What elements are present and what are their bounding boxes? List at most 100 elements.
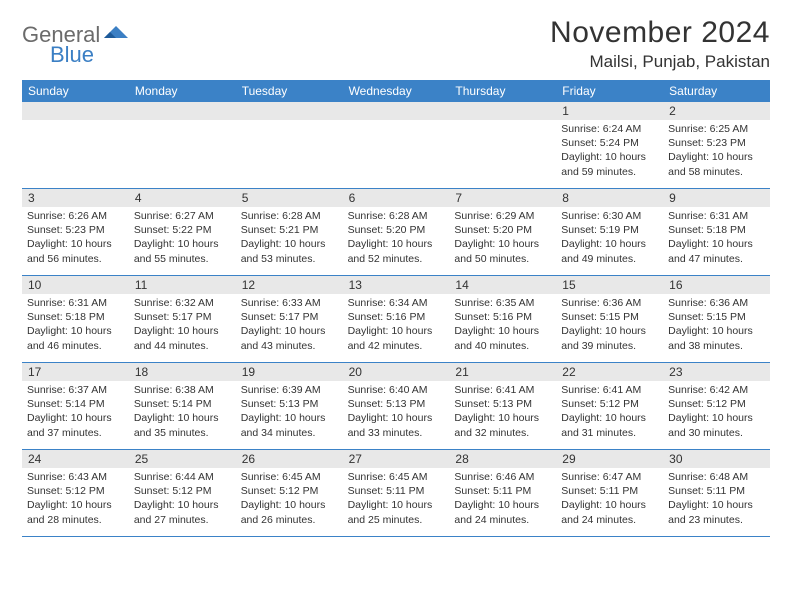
sunrise: Sunrise: 6:48 AM — [668, 470, 765, 484]
sunrise: Sunrise: 6:40 AM — [348, 383, 445, 397]
title-block: November 2024 Mailsi, Punjab, Pakistan — [550, 16, 770, 72]
day-number: 19 — [236, 363, 343, 381]
day-details: Sunrise: 6:42 AMSunset: 5:12 PMDaylight:… — [663, 381, 770, 444]
sunrise: Sunrise: 6:39 AM — [241, 383, 338, 397]
day-cell: 18Sunrise: 6:38 AMSunset: 5:14 PMDayligh… — [129, 363, 236, 449]
weekday-label: Saturday — [663, 80, 770, 102]
daylight: Daylight: 10 hours and 59 minutes. — [561, 150, 658, 178]
sunset: Sunset: 5:20 PM — [454, 223, 551, 237]
sunset: Sunset: 5:12 PM — [668, 397, 765, 411]
day-cell: 19Sunrise: 6:39 AMSunset: 5:13 PMDayligh… — [236, 363, 343, 449]
day-number: 5 — [236, 189, 343, 207]
day-cell: 6Sunrise: 6:28 AMSunset: 5:20 PMDaylight… — [343, 189, 450, 275]
day-cell: 25Sunrise: 6:44 AMSunset: 5:12 PMDayligh… — [129, 450, 236, 536]
day-number: 1 — [556, 102, 663, 120]
daylight: Daylight: 10 hours and 38 minutes. — [668, 324, 765, 352]
day-cell: 3Sunrise: 6:26 AMSunset: 5:23 PMDaylight… — [22, 189, 129, 275]
weekday-label: Sunday — [22, 80, 129, 102]
day-cell — [129, 102, 236, 188]
day-cell: 2Sunrise: 6:25 AMSunset: 5:23 PMDaylight… — [663, 102, 770, 188]
sunset: Sunset: 5:17 PM — [134, 310, 231, 324]
day-number: 12 — [236, 276, 343, 294]
daylight: Daylight: 10 hours and 30 minutes. — [668, 411, 765, 439]
day-details: Sunrise: 6:41 AMSunset: 5:12 PMDaylight:… — [556, 381, 663, 444]
day-cell: 17Sunrise: 6:37 AMSunset: 5:14 PMDayligh… — [22, 363, 129, 449]
day-details: Sunrise: 6:27 AMSunset: 5:22 PMDaylight:… — [129, 207, 236, 270]
daylight: Daylight: 10 hours and 27 minutes. — [134, 498, 231, 526]
sunrise: Sunrise: 6:46 AM — [454, 470, 551, 484]
day-cell: 12Sunrise: 6:33 AMSunset: 5:17 PMDayligh… — [236, 276, 343, 362]
sunrise: Sunrise: 6:35 AM — [454, 296, 551, 310]
day-cell — [236, 102, 343, 188]
day-details: Sunrise: 6:32 AMSunset: 5:17 PMDaylight:… — [129, 294, 236, 357]
empty-day-header — [22, 102, 129, 120]
day-number: 23 — [663, 363, 770, 381]
day-details: Sunrise: 6:26 AMSunset: 5:23 PMDaylight:… — [22, 207, 129, 270]
weekday-label: Friday — [556, 80, 663, 102]
day-cell: 24Sunrise: 6:43 AMSunset: 5:12 PMDayligh… — [22, 450, 129, 536]
daylight: Daylight: 10 hours and 23 minutes. — [668, 498, 765, 526]
weeks: 1Sunrise: 6:24 AMSunset: 5:24 PMDaylight… — [22, 102, 770, 537]
sunrise: Sunrise: 6:36 AM — [561, 296, 658, 310]
calendar: SundayMondayTuesdayWednesdayThursdayFrid… — [22, 80, 770, 537]
day-number: 24 — [22, 450, 129, 468]
daylight: Daylight: 10 hours and 39 minutes. — [561, 324, 658, 352]
daylight: Daylight: 10 hours and 44 minutes. — [134, 324, 231, 352]
day-number: 30 — [663, 450, 770, 468]
sunrise: Sunrise: 6:36 AM — [668, 296, 765, 310]
month-title: November 2024 — [550, 16, 770, 50]
day-details: Sunrise: 6:36 AMSunset: 5:15 PMDaylight:… — [663, 294, 770, 357]
day-number: 22 — [556, 363, 663, 381]
sunset: Sunset: 5:16 PM — [454, 310, 551, 324]
day-cell: 7Sunrise: 6:29 AMSunset: 5:20 PMDaylight… — [449, 189, 556, 275]
day-cell: 16Sunrise: 6:36 AMSunset: 5:15 PMDayligh… — [663, 276, 770, 362]
daylight: Daylight: 10 hours and 26 minutes. — [241, 498, 338, 526]
sunrise: Sunrise: 6:37 AM — [27, 383, 124, 397]
sunset: Sunset: 5:13 PM — [241, 397, 338, 411]
sunset: Sunset: 5:12 PM — [241, 484, 338, 498]
sunset: Sunset: 5:23 PM — [668, 136, 765, 150]
sunset: Sunset: 5:15 PM — [561, 310, 658, 324]
day-number: 14 — [449, 276, 556, 294]
sunset: Sunset: 5:16 PM — [348, 310, 445, 324]
day-details: Sunrise: 6:39 AMSunset: 5:13 PMDaylight:… — [236, 381, 343, 444]
sunrise: Sunrise: 6:42 AM — [668, 383, 765, 397]
sunrise: Sunrise: 6:45 AM — [348, 470, 445, 484]
sunset: Sunset: 5:14 PM — [134, 397, 231, 411]
weekday-label: Monday — [129, 80, 236, 102]
daylight: Daylight: 10 hours and 31 minutes. — [561, 411, 658, 439]
location: Mailsi, Punjab, Pakistan — [550, 52, 770, 72]
day-number: 27 — [343, 450, 450, 468]
day-cell: 22Sunrise: 6:41 AMSunset: 5:12 PMDayligh… — [556, 363, 663, 449]
day-details: Sunrise: 6:24 AMSunset: 5:24 PMDaylight:… — [556, 120, 663, 183]
day-details: Sunrise: 6:28 AMSunset: 5:20 PMDaylight:… — [343, 207, 450, 270]
day-cell: 1Sunrise: 6:24 AMSunset: 5:24 PMDaylight… — [556, 102, 663, 188]
empty-day-header — [236, 102, 343, 120]
day-cell: 23Sunrise: 6:42 AMSunset: 5:12 PMDayligh… — [663, 363, 770, 449]
day-cell: 28Sunrise: 6:46 AMSunset: 5:11 PMDayligh… — [449, 450, 556, 536]
day-details: Sunrise: 6:47 AMSunset: 5:11 PMDaylight:… — [556, 468, 663, 531]
day-details: Sunrise: 6:37 AMSunset: 5:14 PMDaylight:… — [22, 381, 129, 444]
day-number: 17 — [22, 363, 129, 381]
day-details: Sunrise: 6:33 AMSunset: 5:17 PMDaylight:… — [236, 294, 343, 357]
daylight: Daylight: 10 hours and 28 minutes. — [27, 498, 124, 526]
day-cell: 30Sunrise: 6:48 AMSunset: 5:11 PMDayligh… — [663, 450, 770, 536]
sunset: Sunset: 5:20 PM — [348, 223, 445, 237]
day-cell: 20Sunrise: 6:40 AMSunset: 5:13 PMDayligh… — [343, 363, 450, 449]
daylight: Daylight: 10 hours and 37 minutes. — [27, 411, 124, 439]
day-details: Sunrise: 6:36 AMSunset: 5:15 PMDaylight:… — [556, 294, 663, 357]
day-number: 10 — [22, 276, 129, 294]
daylight: Daylight: 10 hours and 56 minutes. — [27, 237, 124, 265]
sunset: Sunset: 5:17 PM — [241, 310, 338, 324]
weekday-label: Wednesday — [343, 80, 450, 102]
sunrise: Sunrise: 6:44 AM — [134, 470, 231, 484]
sunset: Sunset: 5:11 PM — [348, 484, 445, 498]
week-row: 24Sunrise: 6:43 AMSunset: 5:12 PMDayligh… — [22, 450, 770, 537]
sunrise: Sunrise: 6:41 AM — [454, 383, 551, 397]
sunset: Sunset: 5:12 PM — [561, 397, 658, 411]
daylight: Daylight: 10 hours and 47 minutes. — [668, 237, 765, 265]
daylight: Daylight: 10 hours and 25 minutes. — [348, 498, 445, 526]
day-details: Sunrise: 6:48 AMSunset: 5:11 PMDaylight:… — [663, 468, 770, 531]
day-number: 6 — [343, 189, 450, 207]
brand-text-2: Blue — [50, 42, 94, 67]
